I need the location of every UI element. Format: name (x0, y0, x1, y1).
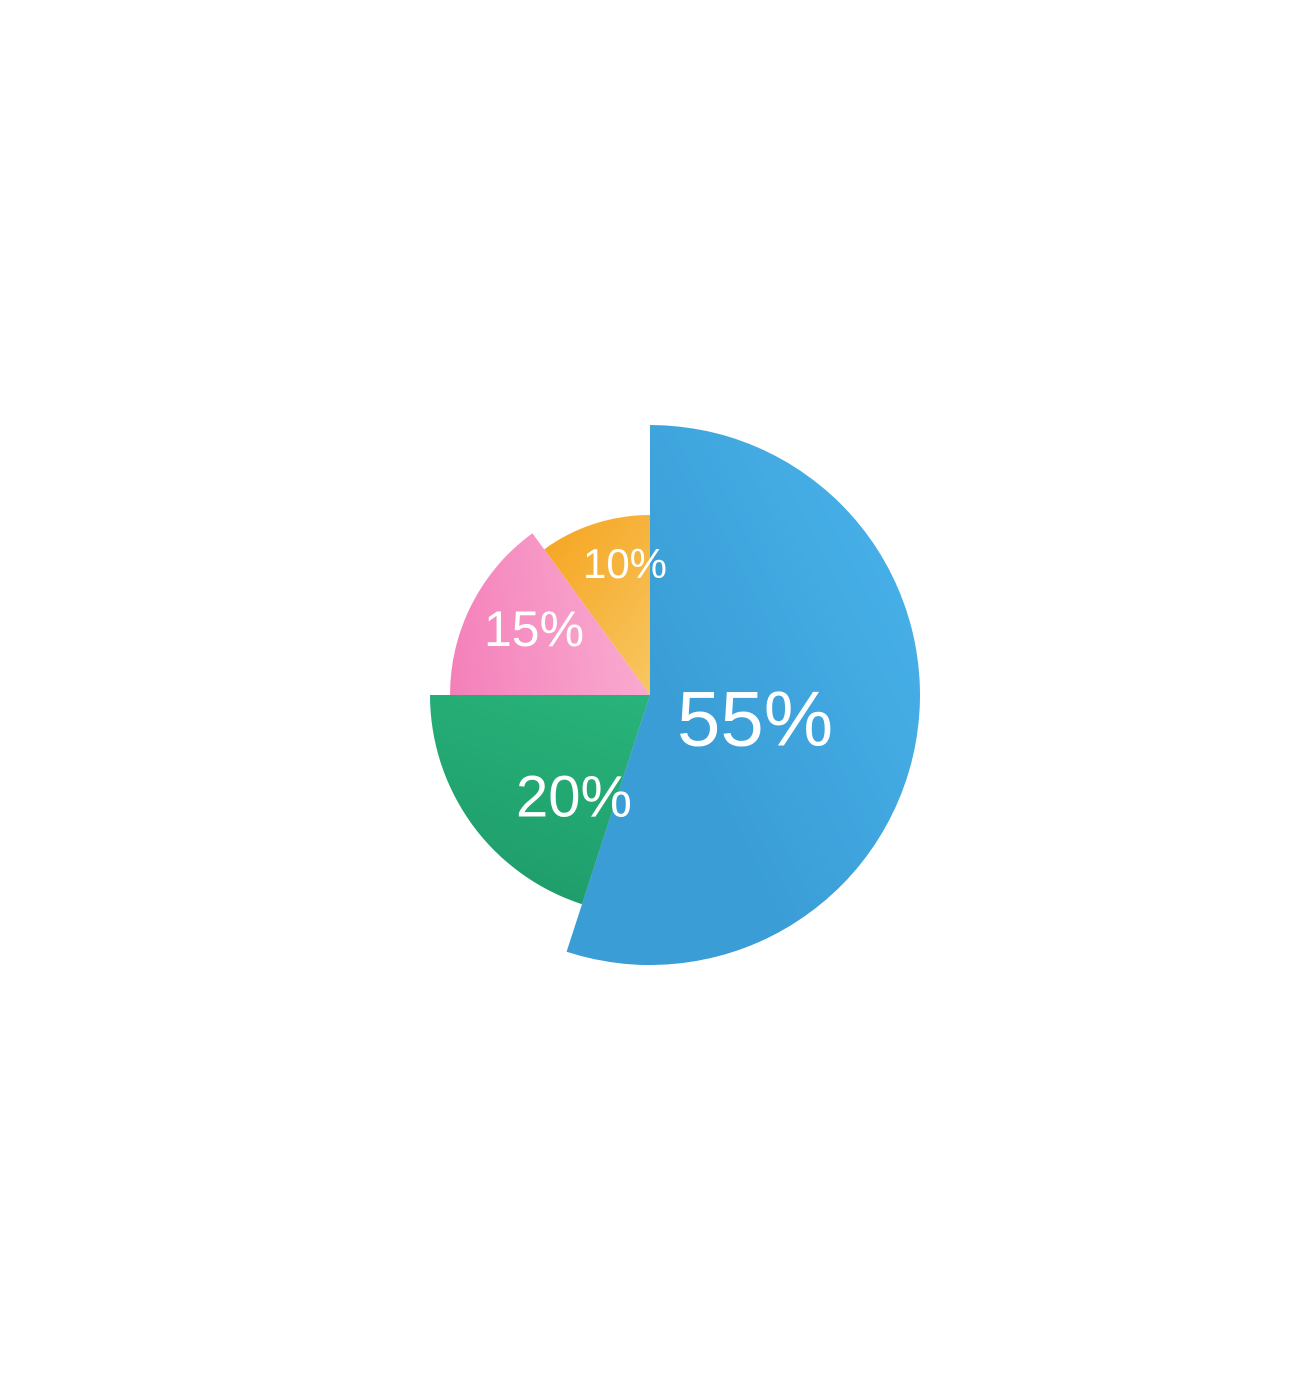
pie-chart: 55% 20% 15% 10% (300, 345, 1000, 1045)
pie-slice-label-2: 15% (484, 601, 584, 657)
pie-slice-label-3: 10% (583, 540, 667, 587)
pie-slice-label-1: 20% (516, 764, 632, 829)
pie-slice-label-0: 55% (677, 675, 833, 763)
pie-chart-container: 55% 20% 15% 10% (300, 345, 1000, 1045)
